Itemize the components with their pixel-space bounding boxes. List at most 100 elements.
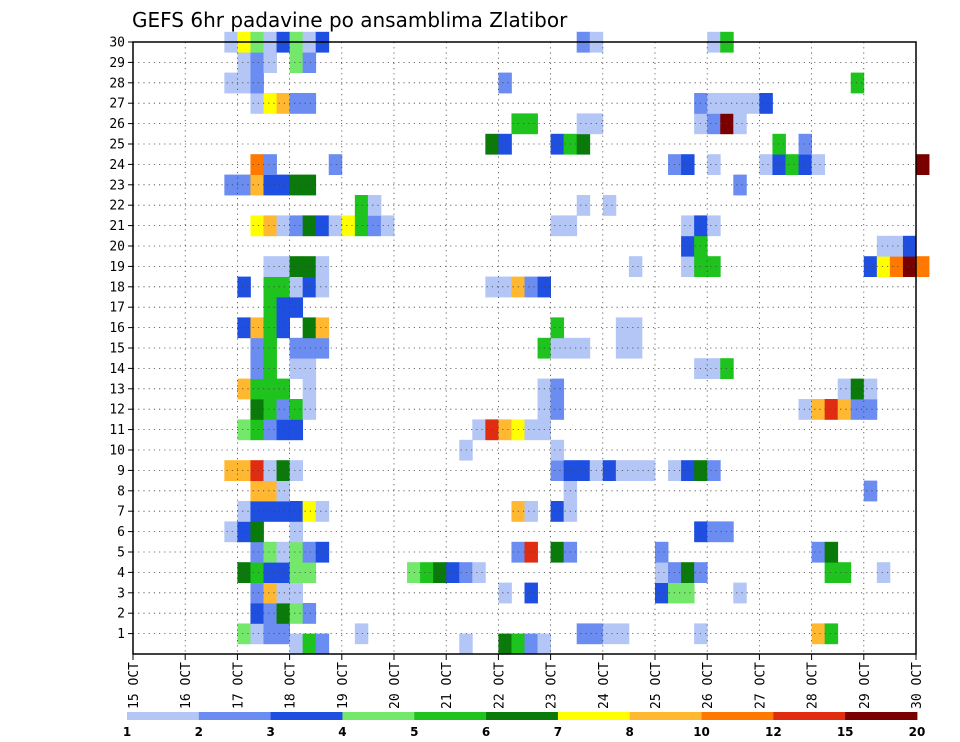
heatmap-cell: [550, 541, 565, 563]
heatmap-cell: [524, 633, 538, 655]
heatmap-cell: [550, 215, 565, 237]
heatmap-cell: [798, 133, 812, 155]
heatmap-cell: [302, 215, 317, 237]
heatmap-cell: [850, 72, 865, 94]
heatmap-cell: [276, 297, 290, 318]
heatmap-cell: [459, 633, 473, 655]
heatmap-cell: [341, 215, 356, 237]
heatmap-cell: [276, 562, 290, 583]
heatmap-cell: [276, 501, 290, 522]
heatmap-cell: [681, 582, 695, 604]
heatmap-cell: [302, 276, 317, 298]
heatmap-cell: [250, 480, 264, 502]
x-tick-label: 29 OCT: [858, 662, 873, 709]
heatmap-cell: [876, 235, 891, 257]
heatmap-cell: [263, 337, 277, 359]
heatmap-cell: [902, 256, 917, 277]
heatmap-cell: [302, 93, 317, 114]
heatmap-cell: [250, 154, 264, 175]
heatmap-cell: [263, 297, 277, 318]
heatmap-cell: [250, 501, 264, 522]
heatmap-cell: [707, 358, 721, 379]
heatmap-cell: [655, 562, 669, 583]
heatmap-cell: [550, 439, 565, 461]
heatmap-cell: [524, 419, 538, 441]
heatmap-cell: [498, 582, 512, 604]
heatmap-cell: [498, 133, 512, 155]
heatmap-cell: [315, 215, 330, 237]
heatmap-cell: [824, 623, 839, 645]
heatmap-cell: [250, 215, 264, 237]
heatmap-cell: [237, 317, 251, 339]
x-axis-ticks: 15 OCT 16 OCT 17 OCT 18 OCT 19 OCT 20 OCT 21 O…: [127, 654, 925, 709]
heatmap-cell: [237, 378, 251, 400]
heatmap-cell: [289, 562, 304, 583]
heatmap-cell: [628, 256, 643, 277]
heatmap-cell: [511, 633, 525, 655]
y-tick-label: 4: [117, 566, 125, 581]
heatmap-cell: [576, 460, 591, 481]
heatmap-cell: [263, 419, 277, 441]
y-tick-label: 26: [109, 117, 125, 132]
heatmap-cell: [576, 337, 591, 359]
heatmap-cell: [524, 113, 538, 135]
heatmap-cell: [289, 174, 304, 196]
heatmap-cell: [824, 562, 839, 583]
legend-swatch: [198, 712, 272, 720]
heatmap-cell: [576, 195, 591, 216]
heatmap-cell: [289, 358, 304, 379]
heatmap-cell: [628, 317, 643, 339]
heatmap-cell: [498, 633, 512, 655]
heatmap-cell: [302, 633, 317, 655]
legend-label: 6: [482, 725, 490, 739]
heatmap-cell: [289, 52, 304, 73]
heatmap-cell: [289, 399, 304, 420]
y-tick-label: 12: [109, 403, 125, 418]
heatmap-cell: [328, 154, 343, 175]
heatmap-cell: [224, 460, 238, 481]
heatmap-cell: [263, 154, 277, 175]
heatmap-cell: [315, 541, 330, 563]
heatmap-cell: [250, 582, 264, 604]
heatmap-cell: [916, 154, 930, 175]
heatmap-cell: [263, 256, 277, 277]
heatmap-cell: [263, 215, 277, 237]
heatmap-cell: [524, 582, 538, 604]
heatmap-cell: [276, 582, 290, 604]
heatmap-cell: [237, 72, 251, 94]
heatmap-cell: [276, 276, 290, 298]
heatmap-cell: [824, 541, 839, 563]
legend-swatch: [701, 712, 774, 720]
legend-label: 10: [693, 725, 710, 739]
heatmap-cell: [250, 541, 264, 563]
heatmap-cell: [263, 460, 277, 481]
heatmap-cell: [302, 358, 317, 379]
heatmap-cell: [302, 337, 317, 359]
heatmap-cell: [289, 215, 304, 237]
heatmap-cell: [707, 215, 721, 237]
legend-label: 1: [123, 725, 131, 739]
heatmap-cell: [354, 195, 369, 216]
heatmap-cells: [224, 31, 930, 655]
heatmap-cell: [302, 399, 317, 420]
heatmap-cell: [302, 174, 317, 196]
heatmap-cell: [681, 562, 695, 583]
heatmap-cell: [576, 133, 591, 155]
heatmap-cell: [302, 562, 317, 583]
x-tick-label: 18 OCT: [284, 662, 299, 709]
heatmap-cell: [733, 93, 747, 114]
heatmap-cell: [733, 113, 747, 135]
heatmap-cell: [289, 633, 304, 655]
heatmap-cell: [550, 317, 565, 339]
heatmap-cell: [550, 399, 565, 420]
heatmap-cell: [250, 317, 264, 339]
y-axis-ticks: 1234567891011121314151617181920212223242…: [109, 36, 133, 642]
heatmap-cell: [472, 562, 486, 583]
y-tick-label: 6: [117, 525, 125, 540]
x-tick-label: 15 OCT: [127, 662, 142, 709]
heatmap-cell: [472, 419, 486, 441]
heatmap-cell: [263, 93, 277, 114]
heatmap-cell: [707, 113, 721, 135]
heatmap-cell: [315, 276, 330, 298]
y-tick-label: 27: [109, 97, 125, 112]
